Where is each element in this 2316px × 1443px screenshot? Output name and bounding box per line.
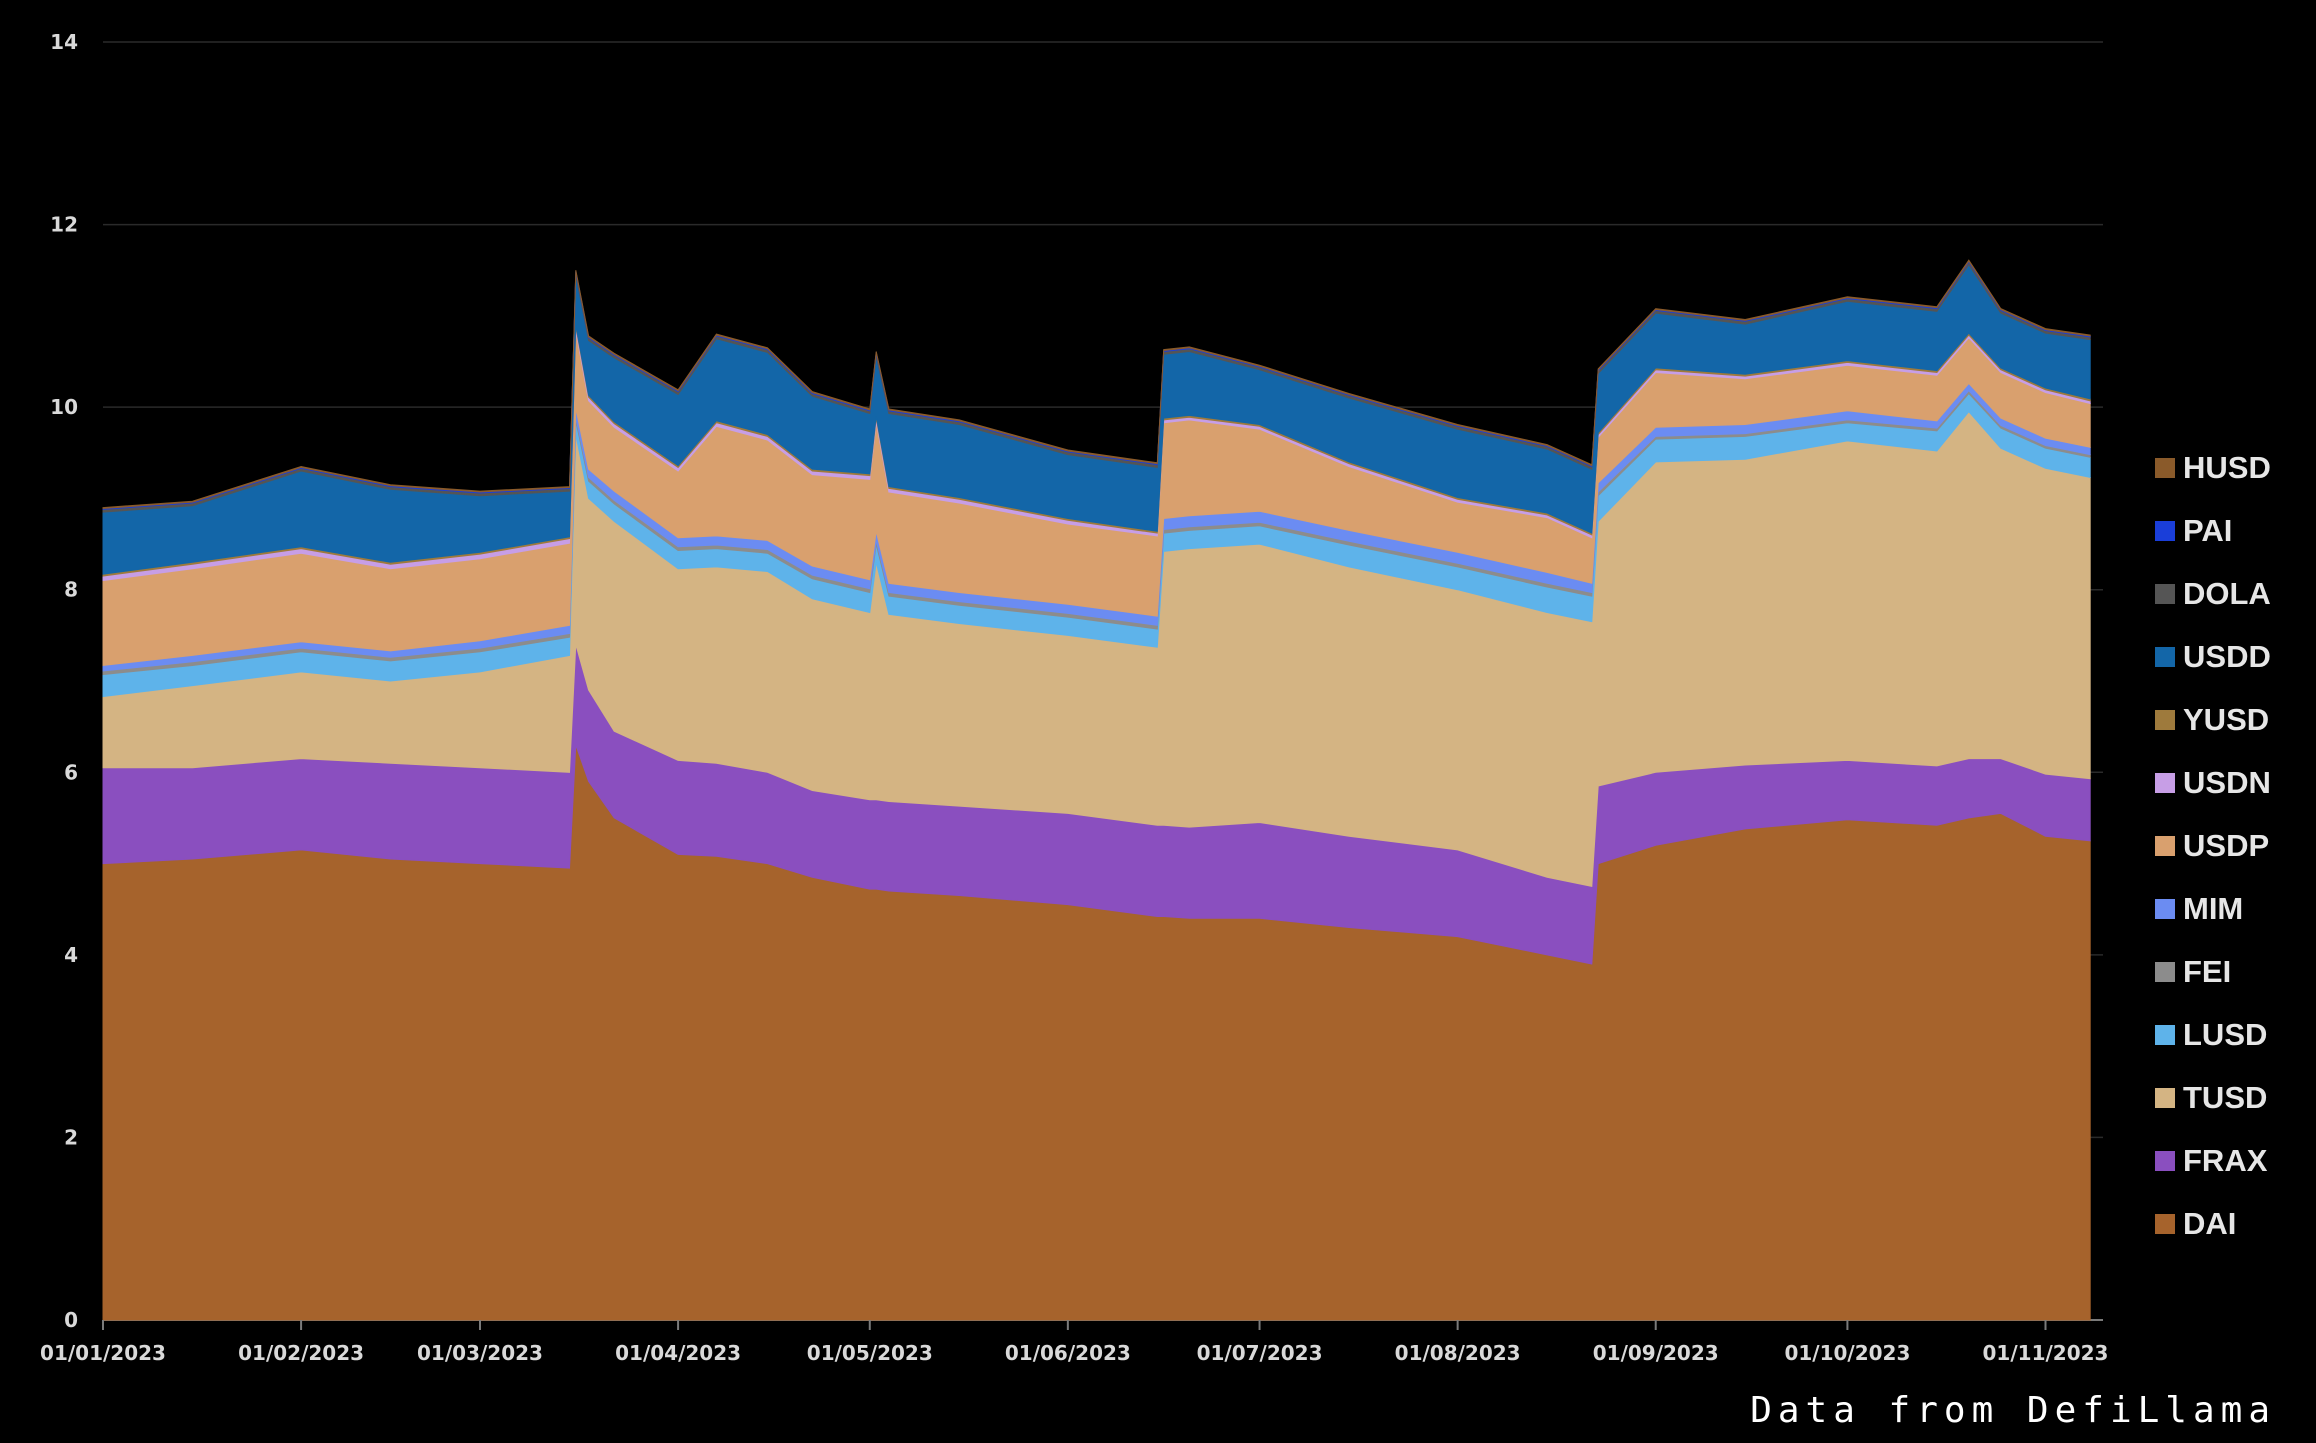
legend-label: MIM bbox=[2183, 891, 2243, 926]
x-tick-label: 01/10/2023 bbox=[1784, 1341, 1910, 1365]
y-tick-label: 0 bbox=[64, 1308, 78, 1332]
x-tick-label: 01/06/2023 bbox=[1005, 1341, 1131, 1365]
x-tick-label: 01/01/2023 bbox=[40, 1341, 166, 1365]
legend-swatch bbox=[2155, 1025, 2175, 1045]
series-areas bbox=[102, 259, 2091, 1321]
legend-swatch bbox=[2155, 458, 2175, 478]
x-tick-label: 01/04/2023 bbox=[615, 1341, 741, 1365]
legend-swatch bbox=[2155, 584, 2175, 604]
y-tick-label: 12 bbox=[50, 213, 78, 237]
source-note: Data from DefiLlama bbox=[1750, 1390, 2276, 1431]
y-tick-label: 4 bbox=[64, 943, 78, 967]
legend-item-usdd: USDD bbox=[2155, 639, 2271, 674]
legend-label: USDP bbox=[2183, 828, 2269, 863]
legend-label: YUSD bbox=[2183, 702, 2269, 737]
legend-item-usdn: USDN bbox=[2155, 765, 2271, 800]
y-tick-label: 10 bbox=[50, 395, 78, 419]
legend-item-usdp: USDP bbox=[2155, 828, 2269, 863]
x-tick-label: 01/03/2023 bbox=[417, 1341, 543, 1365]
legend-item-husd: HUSD bbox=[2155, 450, 2271, 485]
legend-item-dai: DAI bbox=[2155, 1206, 2236, 1241]
x-tick-label: 01/02/2023 bbox=[238, 1341, 364, 1365]
legend-label: USDN bbox=[2183, 765, 2271, 800]
legend-item-yusd: YUSD bbox=[2155, 702, 2269, 737]
legend-label: TUSD bbox=[2183, 1080, 2267, 1115]
legend-swatch bbox=[2155, 710, 2175, 730]
legend-label: HUSD bbox=[2183, 450, 2271, 485]
legend-item-pai: PAI bbox=[2155, 513, 2232, 548]
legend-label: PAI bbox=[2183, 513, 2232, 548]
y-tick-label: 6 bbox=[64, 760, 78, 784]
y-tick-label: 14 bbox=[50, 30, 78, 54]
axes: 0 2 4 6 8 10 12 14 01/01/2023 01/02/2023 01/03/202… bbox=[40, 30, 2108, 1365]
x-tick-label: 01/09/2023 bbox=[1593, 1341, 1719, 1365]
y-tick-label: 8 bbox=[64, 578, 78, 602]
series-area-husd bbox=[102, 259, 2091, 510]
legend-item-tusd: TUSD bbox=[2155, 1080, 2267, 1115]
x-tick-label: 01/08/2023 bbox=[1395, 1341, 1521, 1365]
legend: HUSD PAI DOLA USDD YUSD USDN USDP MIM FEI LUSD TUS… bbox=[2155, 450, 2271, 1241]
legend-swatch bbox=[2155, 836, 2175, 856]
legend-item-dola: DOLA bbox=[2155, 576, 2271, 611]
legend-swatch bbox=[2155, 962, 2175, 982]
legend-swatch bbox=[2155, 1214, 2175, 1234]
legend-swatch bbox=[2155, 1151, 2175, 1171]
legend-swatch bbox=[2155, 1088, 2175, 1108]
x-tick-label: 01/07/2023 bbox=[1197, 1341, 1323, 1365]
legend-item-frax: FRAX bbox=[2155, 1143, 2268, 1178]
legend-label: USDD bbox=[2183, 639, 2271, 674]
legend-label: FRAX bbox=[2183, 1143, 2268, 1178]
legend-label: FEI bbox=[2183, 954, 2231, 989]
legend-item-mim: MIM bbox=[2155, 891, 2243, 926]
legend-label: DAI bbox=[2183, 1206, 2236, 1241]
legend-item-fei: FEI bbox=[2155, 954, 2231, 989]
y-tick-label: 2 bbox=[64, 1125, 78, 1149]
legend-swatch bbox=[2155, 899, 2175, 919]
x-tick-label: 01/05/2023 bbox=[807, 1341, 933, 1365]
legend-swatch bbox=[2155, 773, 2175, 793]
legend-label: LUSD bbox=[2183, 1017, 2267, 1052]
x-tick-label: 01/11/2023 bbox=[1983, 1341, 2109, 1365]
legend-label: DOLA bbox=[2183, 576, 2271, 611]
legend-swatch bbox=[2155, 521, 2175, 541]
legend-swatch bbox=[2155, 647, 2175, 667]
legend-item-lusd: LUSD bbox=[2155, 1017, 2267, 1052]
